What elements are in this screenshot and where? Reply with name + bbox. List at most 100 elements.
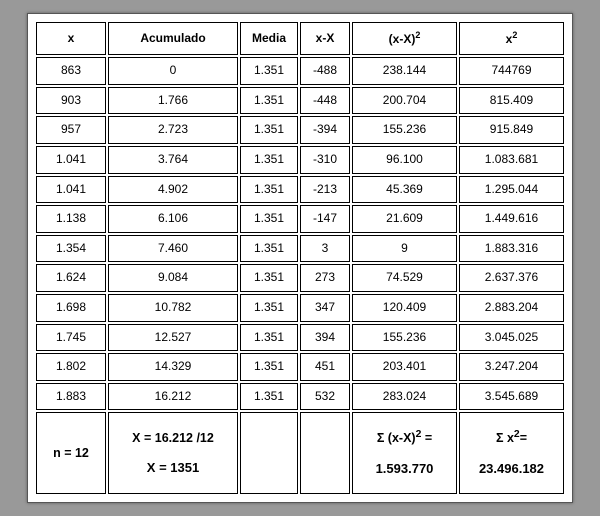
cell-acum: 14.329 <box>108 353 238 381</box>
cell-xmX2: 203.401 <box>352 353 457 381</box>
summary-sum-x2: Σ x2= 23.496.182 <box>459 412 564 494</box>
cell-x: 1.698 <box>36 294 106 322</box>
summary-sum-xmX2: Σ (x-X)2 = 1.593.770 <box>352 412 457 494</box>
cell-media: 1.351 <box>240 294 298 322</box>
cell-acum: 16.212 <box>108 383 238 411</box>
cell-media: 1.351 <box>240 353 298 381</box>
cell-x2: 3.545.689 <box>459 383 564 411</box>
cell-x2: 1.295.044 <box>459 176 564 204</box>
table-row: 1.69810.7821.351347120.4092.883.204 <box>36 294 564 322</box>
cell-xmX2: 9 <box>352 235 457 263</box>
cell-acum: 2.723 <box>108 116 238 144</box>
cell-acum: 3.764 <box>108 146 238 174</box>
cell-media: 1.351 <box>240 324 298 352</box>
table-row: 1.80214.3291.351451203.4013.247.204 <box>36 353 564 381</box>
cell-xmX: 3 <box>300 235 350 263</box>
cell-xmX: 347 <box>300 294 350 322</box>
table-row: 1.0414.9021.351-21345.3691.295.044 <box>36 176 564 204</box>
cell-xmX2: 120.409 <box>352 294 457 322</box>
cell-xmX2: 21.609 <box>352 205 457 233</box>
cell-x: 957 <box>36 116 106 144</box>
cell-acum: 0 <box>108 57 238 85</box>
cell-xmX: -448 <box>300 87 350 115</box>
table-row: 86301.351-488238.144744769 <box>36 57 564 85</box>
cell-media: 1.351 <box>240 57 298 85</box>
cell-x2: 1.449.616 <box>459 205 564 233</box>
cell-acum: 1.766 <box>108 87 238 115</box>
cell-media: 1.351 <box>240 383 298 411</box>
col-xmX: x-X <box>300 22 350 56</box>
cell-xmX2: 155.236 <box>352 324 457 352</box>
cell-acum: 4.902 <box>108 176 238 204</box>
cell-x2: 744769 <box>459 57 564 85</box>
cell-media: 1.351 <box>240 205 298 233</box>
cell-media: 1.351 <box>240 176 298 204</box>
cell-x: 1.138 <box>36 205 106 233</box>
cell-x2: 915.849 <box>459 116 564 144</box>
cell-x2: 2.637.376 <box>459 264 564 292</box>
cell-x2: 2.883.204 <box>459 294 564 322</box>
summary-xmX-blank <box>300 412 350 494</box>
n-label: n = 12 <box>41 443 101 463</box>
cell-acum: 9.084 <box>108 264 238 292</box>
stats-table-container: x Acumulado Media x-X (x-X)2 x2 86301.35… <box>27 13 573 504</box>
cell-x2: 3.045.025 <box>459 324 564 352</box>
sum-xmX2-value: 1.593.770 <box>357 459 452 480</box>
mean-value: X = 1351 <box>113 458 233 479</box>
cell-x: 863 <box>36 57 106 85</box>
cell-x: 1.354 <box>36 235 106 263</box>
cell-x: 1.041 <box>36 176 106 204</box>
summary-n: n = 12 <box>36 412 106 494</box>
cell-media: 1.351 <box>240 87 298 115</box>
sum-x2-label: Σ x2= <box>464 427 559 448</box>
col-acumulado: Acumulado <box>108 22 238 56</box>
cell-media: 1.351 <box>240 146 298 174</box>
cell-x2: 3.247.204 <box>459 353 564 381</box>
table-row: 9572.7231.351-394155.236915.849 <box>36 116 564 144</box>
table-row: 1.1386.1061.351-14721.6091.449.616 <box>36 205 564 233</box>
cell-x: 903 <box>36 87 106 115</box>
cell-x2: 1.883.316 <box>459 235 564 263</box>
table-row: 1.0413.7641.351-31096.1001.083.681 <box>36 146 564 174</box>
cell-x: 1.624 <box>36 264 106 292</box>
table-row: 1.88316.2121.351532283.0243.545.689 <box>36 383 564 411</box>
table-header: x Acumulado Media x-X (x-X)2 x2 <box>36 22 564 56</box>
cell-x2: 1.083.681 <box>459 146 564 174</box>
summary-row: n = 12 X = 16.212 /12 X = 1351 Σ (x-X)2 … <box>36 412 564 494</box>
table-row: 1.6249.0841.35127374.5292.637.376 <box>36 264 564 292</box>
cell-xmX2: 238.144 <box>352 57 457 85</box>
summary-mean: X = 16.212 /12 X = 1351 <box>108 412 238 494</box>
col-x: x <box>36 22 106 56</box>
stats-table: x Acumulado Media x-X (x-X)2 x2 86301.35… <box>34 20 566 497</box>
table-body: 86301.351-488238.1447447699031.7661.351-… <box>36 57 564 410</box>
cell-x: 1.745 <box>36 324 106 352</box>
cell-media: 1.351 <box>240 264 298 292</box>
cell-xmX: -394 <box>300 116 350 144</box>
cell-media: 1.351 <box>240 116 298 144</box>
cell-xmX2: 155.236 <box>352 116 457 144</box>
cell-xmX2: 74.529 <box>352 264 457 292</box>
cell-x: 1.883 <box>36 383 106 411</box>
cell-xmX: 532 <box>300 383 350 411</box>
col-x2: x2 <box>459 22 564 56</box>
mean-formula: X = 16.212 /12 <box>113 428 233 448</box>
sum-x2-value: 23.496.182 <box>464 459 559 480</box>
cell-acum: 12.527 <box>108 324 238 352</box>
cell-xmX2: 200.704 <box>352 87 457 115</box>
cell-xmX: -310 <box>300 146 350 174</box>
col-xmX2: (x-X)2 <box>352 22 457 56</box>
summary-media-blank <box>240 412 298 494</box>
cell-acum: 10.782 <box>108 294 238 322</box>
cell-xmX: -488 <box>300 57 350 85</box>
cell-xmX2: 96.100 <box>352 146 457 174</box>
cell-xmX: 451 <box>300 353 350 381</box>
cell-xmX: -147 <box>300 205 350 233</box>
cell-xmX2: 45.369 <box>352 176 457 204</box>
cell-x: 1.802 <box>36 353 106 381</box>
cell-media: 1.351 <box>240 235 298 263</box>
cell-acum: 7.460 <box>108 235 238 263</box>
table-row: 1.74512.5271.351394155.2363.045.025 <box>36 324 564 352</box>
cell-xmX: -213 <box>300 176 350 204</box>
table-row: 1.3547.4601.351391.883.316 <box>36 235 564 263</box>
cell-x2: 815.409 <box>459 87 564 115</box>
